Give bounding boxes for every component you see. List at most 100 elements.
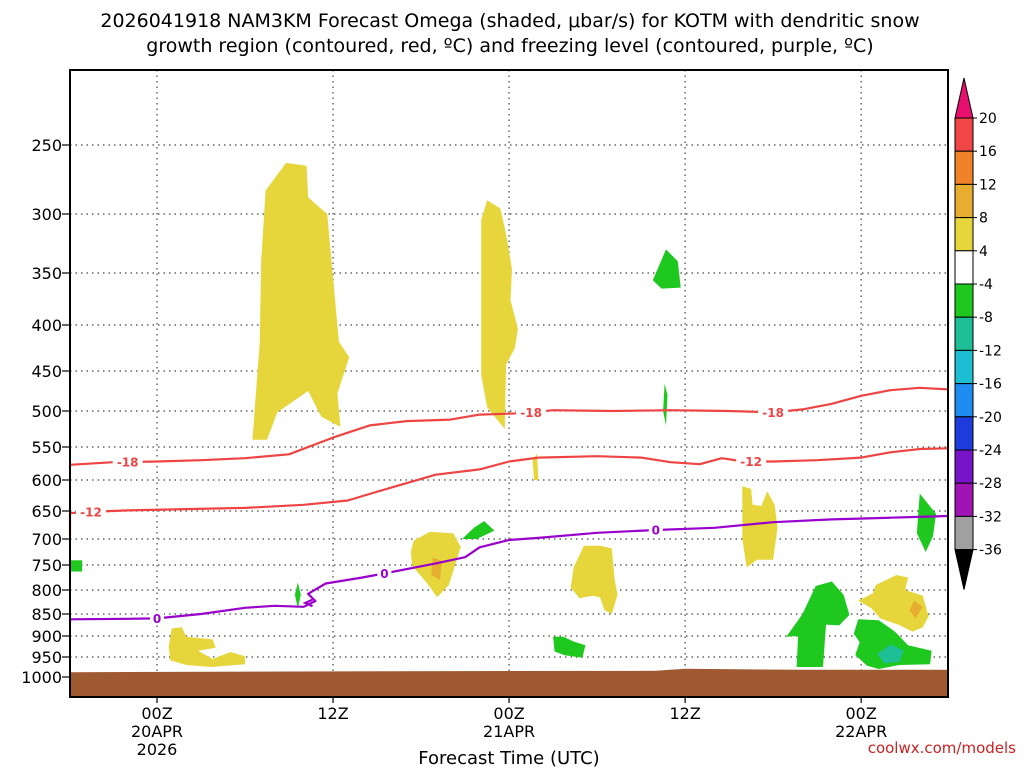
dgz-cold-contour xyxy=(68,386,949,470)
freezing-level-label-1: 0 xyxy=(380,567,388,581)
colorbar-segment-11 xyxy=(954,482,974,517)
dgz-warm-label-bg-0 xyxy=(75,504,106,519)
omega-neg-right1 xyxy=(786,581,850,667)
contour-layer xyxy=(68,386,949,623)
y-tick-label-500: 500 xyxy=(31,402,62,421)
chart-title-line-1: 2026041918 NAM3KM Forecast Omega (shaded… xyxy=(100,10,919,32)
colorbar-segment-0 xyxy=(954,117,974,152)
freezing-level-label-2: 0 xyxy=(652,524,660,538)
y-tick-label-300: 300 xyxy=(31,205,62,224)
dgz-cold-label-bg-1 xyxy=(516,405,547,420)
colorbar-segment-8 xyxy=(954,383,974,418)
colorbar-segment-6 xyxy=(954,316,974,351)
colorbar-segment-2 xyxy=(954,183,974,219)
x-tick-label-72-line2: 22APR xyxy=(835,722,887,741)
y-tick-label-950: 950 xyxy=(31,648,62,667)
y-tick-label-700: 700 xyxy=(31,530,62,549)
colorbar-segment-10 xyxy=(954,449,974,484)
colorbar-label-7: -12 xyxy=(979,343,1002,359)
omega-neg-480 xyxy=(663,383,668,426)
omega-neg-left xyxy=(70,560,83,572)
dgz-cold-label-1: -18 xyxy=(520,406,542,420)
omega-shading-layer xyxy=(70,162,936,669)
freezing-level-label-0: 0 xyxy=(153,612,161,626)
omega-neg-center xyxy=(553,636,586,658)
x-tick-label-24-line3: 2026 xyxy=(137,740,178,759)
y-tick-label-750: 750 xyxy=(31,556,62,575)
colorbar-label-10: -24 xyxy=(979,443,1002,459)
y-tick-label-650: 650 xyxy=(31,502,62,521)
colorbar-label-4: 4 xyxy=(979,244,988,260)
colorbar-label-13: -36 xyxy=(979,543,1002,559)
colorbar-segment-1 xyxy=(954,150,974,185)
omega-neg-right3 xyxy=(916,493,936,552)
colorbar-segment-3 xyxy=(954,217,974,252)
colorbar-segment-9 xyxy=(954,416,974,451)
omega-pos-lower-left xyxy=(168,627,245,667)
chart-title-line-2: growth region (contoured, red, ºC) and f… xyxy=(146,35,873,57)
freezing-level-contour xyxy=(68,514,949,623)
colorbar-label-0: 20 xyxy=(979,111,997,127)
dgz-cold-label-bg-2 xyxy=(758,405,789,420)
y-tick-label-450: 450 xyxy=(31,362,62,381)
y-tick-label-900: 900 xyxy=(31,627,62,646)
colorbar-label-9: -20 xyxy=(979,410,1002,426)
colorbar-arrow-top xyxy=(954,77,974,119)
colorbar-label-11: -28 xyxy=(979,476,1002,492)
freezing-level-loop xyxy=(302,598,313,608)
dgz-warm-label-bg-1 xyxy=(736,454,767,469)
x-tick-label-24-line2: 20APR xyxy=(131,722,183,741)
contour-label-layer: -12 -12 -18 -18 -18 0 0 0 xyxy=(75,405,789,626)
colorbar-label-1: 16 xyxy=(979,144,997,160)
omega-pos-750b xyxy=(570,545,618,614)
colorbar-label-3: 8 xyxy=(979,211,988,227)
freezing-level-label-bg-0 xyxy=(150,611,164,626)
grid-layer xyxy=(70,70,948,697)
colorbar-segment-4 xyxy=(954,250,974,285)
colorbar-label-8: -16 xyxy=(979,377,1002,393)
y-axis-ticks: 250 300 350 400 450 500 550 600 650 700 750 800 850 9… xyxy=(21,136,70,687)
omega-pos-sliver xyxy=(532,453,539,480)
y-tick-label-1000: 1000 xyxy=(21,668,62,687)
colorbar-arrow-bottom xyxy=(954,549,974,590)
y-tick-label-800: 800 xyxy=(31,581,62,600)
terrain-layer xyxy=(70,668,948,697)
colorbar-label-2: 12 xyxy=(979,177,997,193)
x-tick-label-72-line1: 00Z xyxy=(845,704,876,723)
dgz-cold-label-2: -18 xyxy=(762,406,784,420)
colorbar-segment-7 xyxy=(954,349,974,385)
dgz-cold-label-bg-0 xyxy=(112,454,143,469)
credit-text: coolwx.com/models xyxy=(868,739,1016,757)
colorbar: 20 16 12 8 4 -4 -8 -12 -16 -20 -24 -28 -32 -36 xyxy=(954,77,1002,590)
freezing-level-label-bg-2 xyxy=(648,523,663,538)
omega-pos-right xyxy=(858,575,929,632)
omega-pos-upper-2 xyxy=(481,200,518,429)
dgz-warm-label-0: -12 xyxy=(80,505,102,519)
surface-terrain xyxy=(70,668,948,697)
colorbar-label-5: -4 xyxy=(979,277,993,293)
y-tick-label-600: 600 xyxy=(31,471,62,490)
x-tick-label-24-line1: 00Z xyxy=(141,704,172,723)
omega-neg-350 xyxy=(652,249,681,289)
y-tick-label-250: 250 xyxy=(31,136,62,155)
y-tick-label-400: 400 xyxy=(31,316,62,335)
x-tick-label-36-line1: 12Z xyxy=(317,704,348,723)
dgz-cold-label-0: -18 xyxy=(117,455,139,469)
colorbar-label-6: -8 xyxy=(979,310,993,326)
omega-pos-650 xyxy=(742,486,778,568)
x-tick-label-48-line2: 21APR xyxy=(483,722,535,741)
omega-pos-right-core xyxy=(909,600,923,619)
freezing-level-label-bg-1 xyxy=(377,566,392,581)
omega-pos-upper-1 xyxy=(252,162,350,440)
colorbar-segment-5 xyxy=(954,283,974,318)
omega-neg-680 xyxy=(462,521,495,539)
dgz-warm-label-1: -12 xyxy=(740,455,762,469)
y-tick-label-350: 350 xyxy=(31,264,62,283)
y-tick-label-550: 550 xyxy=(31,438,62,457)
omega-neg-right2 xyxy=(853,619,932,669)
colorbar-segment-12 xyxy=(954,515,974,551)
colorbar-label-12: -32 xyxy=(979,509,1002,525)
x-axis-label: Forecast Time (UTC) xyxy=(418,748,599,768)
